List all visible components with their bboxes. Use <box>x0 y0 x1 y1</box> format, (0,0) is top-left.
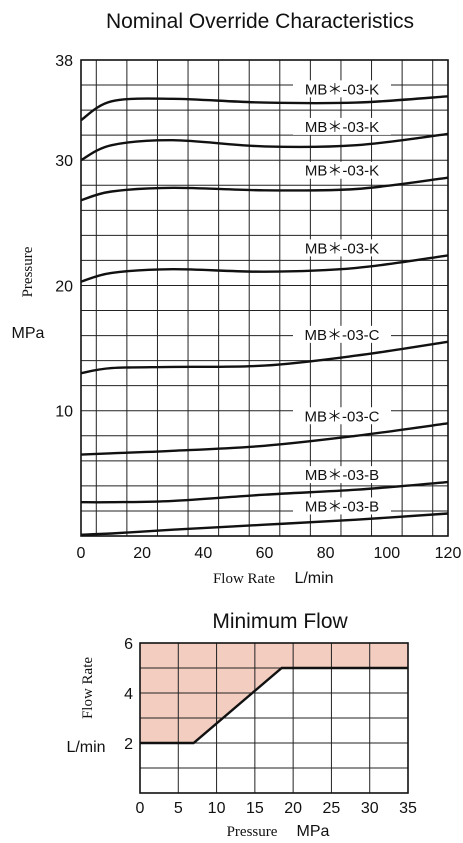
y-tick-label: 30 <box>55 153 73 170</box>
override-chart-ticks: 0 20 40 60 80 100 120 10 20 30 38 <box>55 53 461 562</box>
series-label: MB＊-03-C <box>304 327 379 344</box>
series-line <box>80 422 449 456</box>
y-tick-label: 10 <box>55 404 73 421</box>
series-line <box>80 512 449 536</box>
x-tick-label: 30 <box>361 800 379 817</box>
series-label-background <box>293 239 391 257</box>
series-label-background <box>293 407 391 425</box>
x-tick-label: 5 <box>174 800 183 817</box>
series-line <box>80 176 449 202</box>
y-tick-label: 38 <box>55 53 73 70</box>
override-chart-xlabel: Flow Rate <box>213 571 275 587</box>
minimum-flow-boundary <box>140 666 408 745</box>
series-label: MB＊-03-K <box>305 119 379 136</box>
series-label-background <box>293 161 391 179</box>
override-chart-yunit: MPa <box>12 325 45 342</box>
series-label-background <box>293 80 391 98</box>
series-label: MB＊-03-B <box>305 498 379 515</box>
x-tick-label: 35 <box>399 800 417 817</box>
x-tick-label: 100 <box>373 545 400 562</box>
plot-frame <box>139 642 409 794</box>
x-tick-label: 20 <box>284 800 302 817</box>
override-chart-series-labels: MB＊-03-K MB＊-03-K MB＊-03-K MB＊-03-K MB＊-03-C… <box>293 80 391 515</box>
x-tick-label: 0 <box>136 800 145 817</box>
series-line <box>80 95 449 122</box>
x-tick-label: 15 <box>246 800 264 817</box>
series-label: MB＊-03-K <box>305 163 379 180</box>
series-label: MB＊-03-C <box>304 408 379 425</box>
series-line <box>80 132 449 162</box>
minimum-flow-ylabel: Flow Rate <box>80 657 96 719</box>
override-chart-xunit: L/min <box>294 570 333 587</box>
x-tick-label: 40 <box>194 545 212 562</box>
x-tick-label: 25 <box>323 800 341 817</box>
series-label-background <box>293 117 391 135</box>
minimum-flow-xunit: MPa <box>297 823 330 840</box>
minimum-flow-xlabel: Pressure <box>227 824 278 840</box>
series-line <box>80 254 449 283</box>
x-tick-label: 10 <box>208 800 226 817</box>
series-line <box>80 340 449 375</box>
x-tick-label: 80 <box>317 545 335 562</box>
x-tick-label: 0 <box>77 545 86 562</box>
x-tick-label: 60 <box>256 545 274 562</box>
minimum-flow-yunit: L/min <box>66 739 105 756</box>
override-chart-grid <box>80 59 449 537</box>
override-chart-ylabel: Pressure <box>20 246 36 297</box>
x-tick-label: 20 <box>133 545 151 562</box>
plot-frame <box>80 59 449 537</box>
minimum-flow-title: Minimum Flow <box>212 610 348 633</box>
minimum-flow-line <box>140 666 408 745</box>
y-tick-label: 6 <box>124 636 133 653</box>
y-tick-label: 20 <box>55 278 73 295</box>
series-label-background <box>293 466 391 484</box>
y-tick-label: 2 <box>124 736 133 753</box>
override-chart-series <box>80 95 449 536</box>
minimum-flow-chart: Minimum Flow 0 5 10 15 20 25 30 35 2 4 6 Flow Rate… <box>66 610 417 840</box>
override-chart-title: Nominal Override Characteristics <box>106 10 414 33</box>
series-label: MB＊-03-K <box>305 240 379 257</box>
series-line <box>80 480 449 504</box>
y-tick-label: 4 <box>124 686 133 703</box>
x-tick-label: 120 <box>435 545 462 562</box>
series-label: MB＊-03-K <box>305 81 379 98</box>
minimum-flow-ticks: 0 5 10 15 20 25 30 35 2 4 6 <box>124 636 417 817</box>
override-chart: Nominal Override Characteristics MB＊-03-… <box>12 10 462 587</box>
series-label-background <box>293 325 391 343</box>
series-label: MB＊-03-B <box>305 467 379 484</box>
series-label-background <box>293 497 391 515</box>
